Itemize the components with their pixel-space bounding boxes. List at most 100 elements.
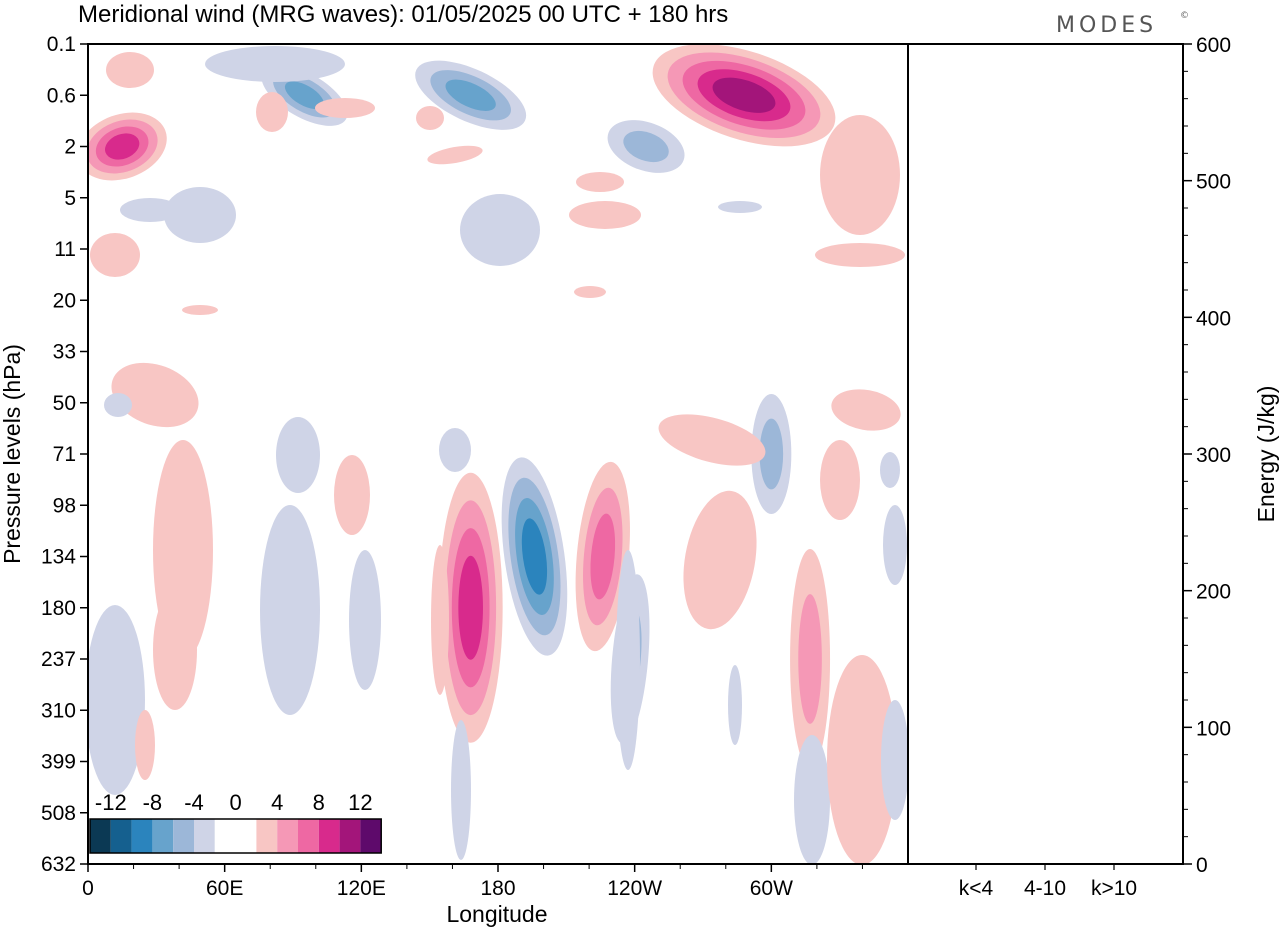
energy-tick-label: 400 xyxy=(1196,307,1231,330)
energy-tick-label: 0 xyxy=(1196,854,1208,877)
colorbar-swatch xyxy=(152,819,174,853)
heatmap-contours xyxy=(88,44,908,864)
colorbar-label: 4 xyxy=(271,790,283,815)
y-tick-label: 2 xyxy=(64,136,76,159)
energy-axis-label: Energy (J/kg) xyxy=(1253,386,1279,523)
negative-contour xyxy=(451,720,471,860)
negative-contour xyxy=(759,418,784,490)
negative-contour xyxy=(623,130,669,163)
negative-contour xyxy=(260,505,320,715)
positive-contour xyxy=(111,362,199,428)
negative-contour xyxy=(284,81,324,110)
negative-contour xyxy=(164,187,236,243)
colorbar-label: 0 xyxy=(229,790,241,815)
positive-contour xyxy=(458,555,483,660)
energy-tick-label: 600 xyxy=(1196,34,1231,57)
colorbar-swatch xyxy=(339,819,361,853)
positive-contour xyxy=(182,305,218,315)
colorbar-swatch xyxy=(360,819,382,853)
colorbar-swatch xyxy=(173,819,194,853)
negative-contour xyxy=(445,79,496,111)
colorbar-frame xyxy=(89,818,382,854)
y-tick-label: 0.6 xyxy=(47,84,76,107)
y-tick-label: 50 xyxy=(53,392,76,415)
positive-contour xyxy=(798,594,822,724)
negative-contour xyxy=(794,735,830,864)
colorbar-label: 8 xyxy=(313,790,325,815)
colorbar-swatch xyxy=(110,819,132,853)
colorbar-swatch xyxy=(214,819,236,853)
energy-tick-label: 200 xyxy=(1196,581,1231,604)
positive-contour xyxy=(135,710,155,780)
positive-contour xyxy=(106,52,154,88)
y-tick-label: 237 xyxy=(41,648,76,671)
colorbar-swatch xyxy=(235,819,257,853)
negative-contour xyxy=(205,46,345,82)
negative-contour xyxy=(88,605,145,795)
y-tick-label: 134 xyxy=(41,546,76,569)
negative-contour xyxy=(883,505,907,585)
chart-title: Meridional wind (MRG waves): 01/05/2025 … xyxy=(78,1,728,28)
positive-contour xyxy=(827,655,897,864)
x-tick-label: 180 xyxy=(480,877,515,900)
positive-contour xyxy=(416,106,444,130)
longitude-axis: 0 60E 120E 180 120W 60W xyxy=(82,864,863,900)
category-label: k<4 xyxy=(959,877,994,900)
positive-contour xyxy=(574,286,606,298)
negative-contour xyxy=(460,194,540,266)
colorbar-swatch xyxy=(90,819,111,853)
colorbar-swatch xyxy=(131,819,153,853)
positive-contour xyxy=(590,513,616,600)
positive-contour xyxy=(90,233,140,277)
y-tick-label: 71 xyxy=(53,443,76,466)
energy-tick-label: 500 xyxy=(1196,171,1231,194)
colorbar-swatch xyxy=(194,819,215,853)
colorbar: -12 -8 -4 0 4 8 12 xyxy=(89,790,382,854)
negative-contour xyxy=(276,417,320,493)
y-tick-label: 508 xyxy=(41,802,76,825)
positive-contour xyxy=(831,389,901,431)
positive-contour xyxy=(104,133,140,160)
colorbar-swatch xyxy=(277,819,298,853)
positive-contour xyxy=(569,201,641,229)
x-tick-label: 120E xyxy=(337,877,386,900)
y-axis-label: Pressure levels (hPa) xyxy=(0,344,25,564)
x-tick-label: 60E xyxy=(206,877,243,900)
y-tick-label: 180 xyxy=(41,597,76,620)
brand-text: MODES xyxy=(1056,13,1157,38)
energy-tick-label: 300 xyxy=(1196,444,1231,467)
colorbar-swatch xyxy=(298,819,319,853)
y-tick-label: 310 xyxy=(41,699,76,722)
colorbar-label: -4 xyxy=(184,790,204,815)
colorbar-swatch xyxy=(256,819,278,853)
colorbar-label: -12 xyxy=(95,790,127,815)
negative-contour xyxy=(616,550,640,770)
x-tick-label: 0 xyxy=(82,877,94,900)
y-tick-label: 11 xyxy=(54,238,76,261)
negative-contour xyxy=(521,518,548,595)
x-tick-label: 120W xyxy=(607,877,662,900)
positive-contour xyxy=(845,127,885,177)
negative-contour xyxy=(349,550,381,690)
negative-contour xyxy=(104,393,132,417)
wavenumber-axis: k<4 4-10 k>10 xyxy=(959,864,1137,900)
y-tick-label: 98 xyxy=(53,494,76,517)
modes-logo: MODES © xyxy=(1056,11,1189,38)
y-tick-label: 0.1 xyxy=(47,33,76,56)
positive-contour xyxy=(256,92,288,132)
energy-bar xyxy=(1023,863,1067,865)
x-axis-label: Longitude xyxy=(446,901,547,927)
negative-contour xyxy=(439,428,471,472)
positive-contour xyxy=(658,414,766,466)
colorbar-label: 12 xyxy=(348,790,372,815)
positive-contour xyxy=(576,172,624,192)
positive-contour xyxy=(431,545,449,695)
category-label: 4-10 xyxy=(1024,877,1066,900)
positive-contour xyxy=(815,243,905,267)
negative-contour xyxy=(881,700,908,820)
x-tick-label: 60W xyxy=(750,877,793,900)
negative-contour xyxy=(880,452,900,488)
negative-contour xyxy=(718,201,762,213)
positive-contour xyxy=(712,77,776,113)
